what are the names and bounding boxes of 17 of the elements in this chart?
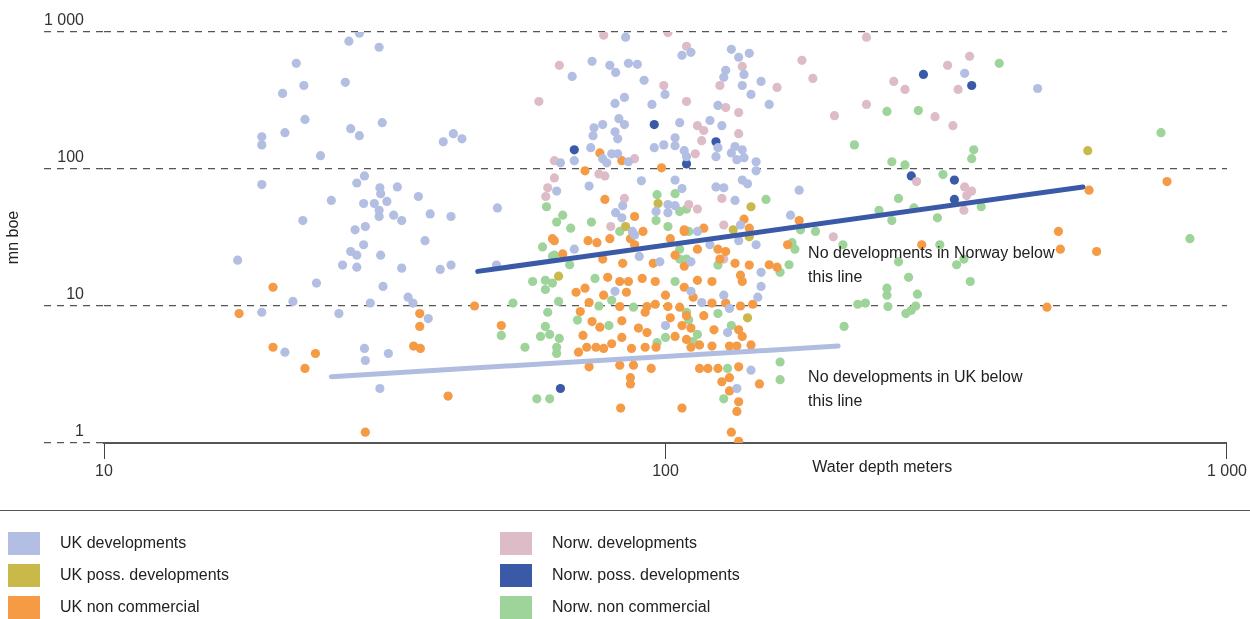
y-tick-label: 100 [57, 148, 85, 166]
y-axis-title: mn boe [4, 210, 22, 265]
y-tick-label: 1 [75, 422, 85, 440]
legend-label: UK poss. developments [60, 566, 229, 584]
x-axis-title: Water depth meters [812, 458, 953, 476]
x-tick-label: 10 [95, 462, 113, 480]
x-tick-label: 1 000 [1206, 462, 1248, 480]
y-tick-label: 1 000 [43, 11, 85, 29]
legend-label: UK developments [60, 534, 187, 552]
legend-label: UK non commercial [60, 598, 200, 616]
x-tick-label: 100 [652, 462, 679, 480]
annotation: No developments in UK below this line [808, 367, 1023, 409]
y-tick-label: 10 [66, 285, 85, 303]
legend-label: Norw. non commercial [552, 598, 711, 616]
legend-label: Norw. developments [552, 534, 697, 552]
annotation: No developments in Norway below this line [808, 244, 1055, 286]
legend-label: Norw. poss. developments [552, 566, 740, 584]
